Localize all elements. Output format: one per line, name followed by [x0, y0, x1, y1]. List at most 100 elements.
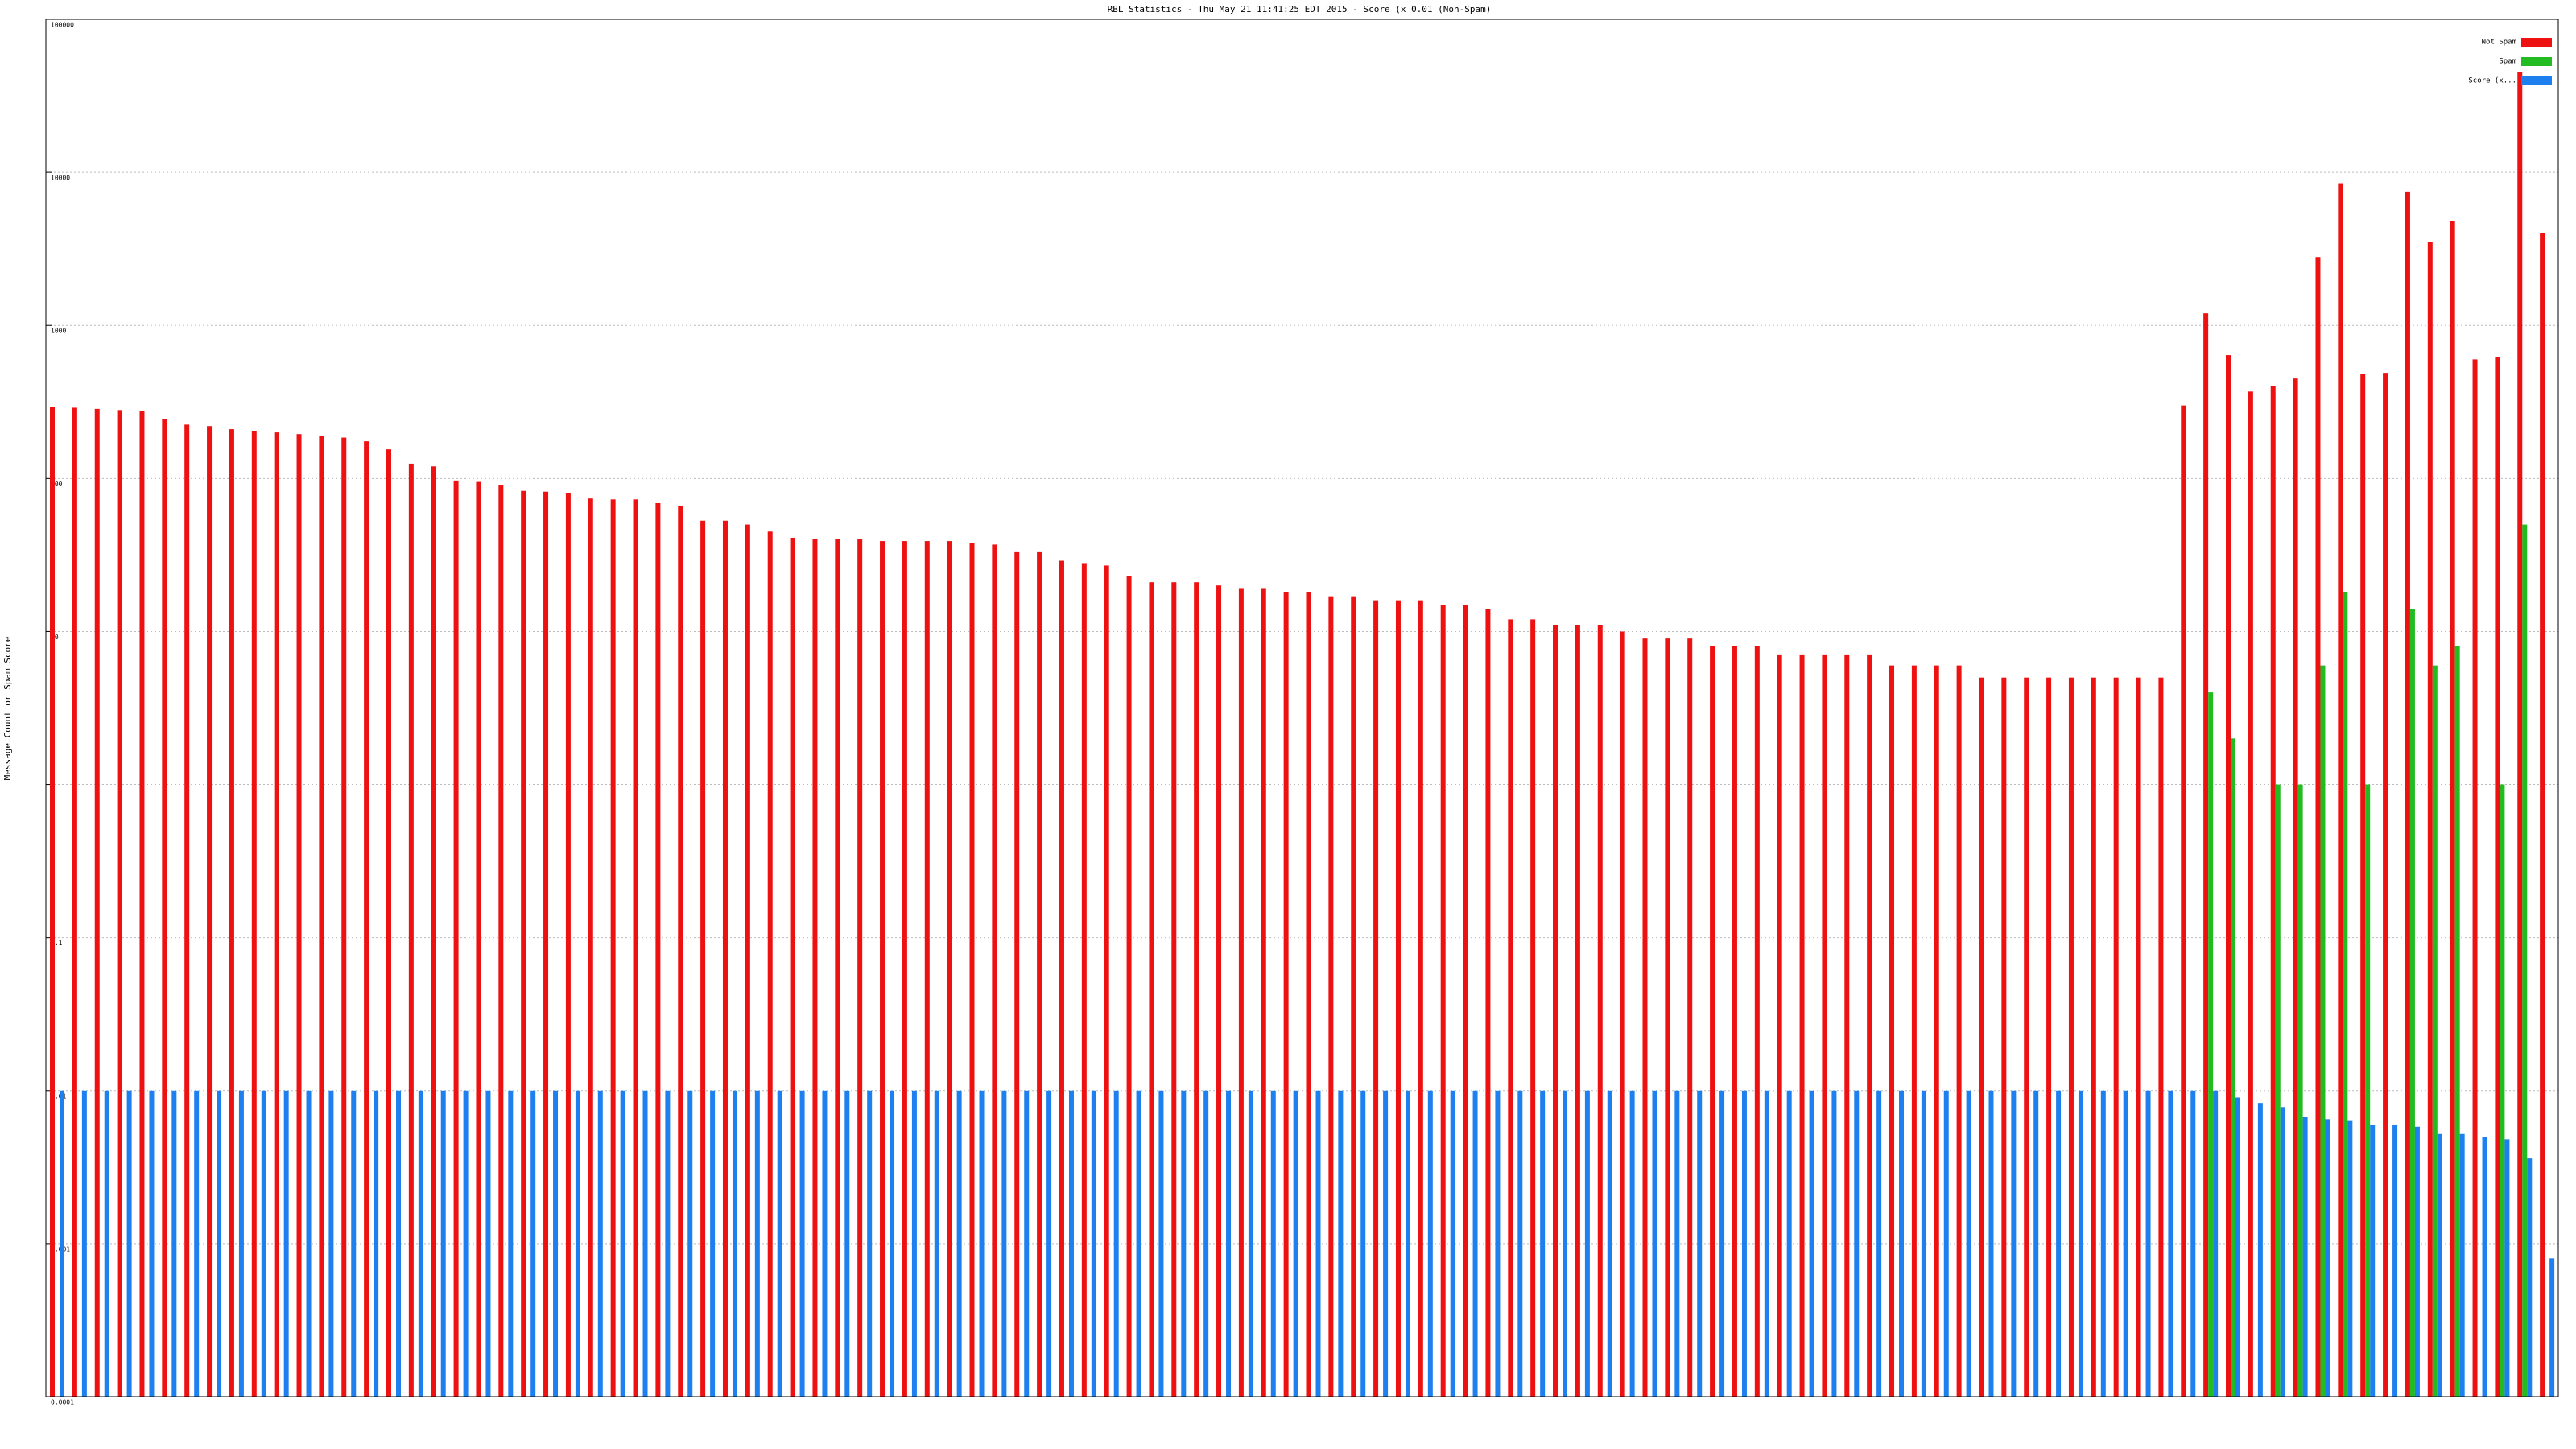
bar — [2482, 1137, 2487, 1397]
bar — [911, 1090, 917, 1397]
bar — [543, 491, 549, 1397]
bar — [1001, 1090, 1007, 1397]
bar — [1741, 1090, 1747, 1397]
bar — [1495, 1090, 1501, 1397]
bar — [364, 441, 369, 1397]
bar — [880, 541, 886, 1397]
bar — [2522, 524, 2528, 1397]
y-tick-label: 100 — [51, 481, 63, 488]
bar — [1876, 1090, 1882, 1397]
bar — [2123, 1090, 2128, 1397]
bar — [2078, 1090, 2083, 1397]
bar — [902, 541, 907, 1397]
bar — [2257, 1103, 2263, 1397]
bar — [1508, 619, 1513, 1397]
bar — [1194, 582, 1199, 1397]
bar — [72, 407, 77, 1397]
bar — [2517, 72, 2523, 1397]
bar — [2270, 386, 2276, 1397]
bar — [710, 1090, 716, 1397]
bar — [979, 1090, 985, 1397]
legend-swatch — [2521, 76, 2552, 85]
legend-swatch — [2521, 57, 2552, 66]
bar — [530, 1090, 536, 1397]
bar — [1911, 665, 1917, 1397]
bar — [2203, 313, 2209, 1397]
bar — [2145, 1090, 2151, 1397]
bar — [94, 408, 100, 1397]
bar — [1113, 1090, 1119, 1397]
bar — [665, 1090, 671, 1397]
bar — [1405, 1090, 1410, 1397]
bar — [351, 1090, 357, 1397]
bar — [1786, 1090, 1792, 1397]
bar — [2011, 1090, 2017, 1397]
bar — [2248, 391, 2253, 1397]
bar — [283, 1090, 289, 1397]
bar — [1440, 604, 1446, 1397]
legend-label: Not Spam — [2482, 39, 2516, 47]
bar — [1091, 1090, 1096, 1397]
y-tick-label: 1000 — [51, 328, 66, 335]
bar — [1540, 1090, 1546, 1397]
bar — [274, 432, 279, 1397]
bar — [1383, 1090, 1389, 1397]
bar — [2001, 677, 2007, 1397]
bar — [2024, 677, 2029, 1397]
bar — [184, 424, 190, 1397]
bar — [139, 411, 145, 1397]
bar — [374, 1090, 379, 1397]
bar — [1238, 588, 1244, 1397]
bar — [2231, 738, 2236, 1397]
bar — [1104, 565, 1109, 1397]
bar — [2472, 359, 2478, 1397]
bar — [2056, 1090, 2062, 1397]
bar — [2226, 355, 2231, 1397]
bar — [2046, 677, 2052, 1397]
bar — [2113, 677, 2119, 1397]
bar — [1171, 582, 1177, 1397]
bar — [2405, 191, 2410, 1397]
bar — [1844, 654, 1850, 1397]
bar — [678, 506, 683, 1397]
bar — [553, 1090, 559, 1397]
bar — [1037, 551, 1042, 1397]
bar — [1024, 1090, 1030, 1397]
bar — [722, 520, 728, 1397]
bar — [2315, 257, 2321, 1397]
bar — [1351, 596, 1356, 1397]
bar — [2383, 373, 2388, 1397]
bar — [498, 485, 504, 1397]
bar — [1575, 625, 1580, 1397]
bar — [1607, 1090, 1612, 1397]
bar — [2360, 374, 2366, 1397]
bar — [1642, 638, 1648, 1397]
bar — [238, 1090, 244, 1397]
bar — [1943, 1090, 1949, 1397]
bar — [745, 524, 750, 1397]
bar — [2325, 1119, 2330, 1397]
bar — [1472, 1090, 1478, 1397]
bar — [597, 1090, 603, 1397]
bar — [687, 1090, 693, 1397]
bar — [924, 541, 930, 1397]
bar — [149, 1090, 155, 1397]
bar — [2459, 1133, 2465, 1397]
bar — [306, 1090, 312, 1397]
bar — [1306, 592, 1311, 1397]
bar — [463, 1090, 469, 1397]
bar — [1418, 600, 1423, 1397]
bar — [857, 539, 863, 1397]
bar — [790, 537, 795, 1397]
bar — [1360, 1090, 1366, 1397]
bar — [1584, 1090, 1590, 1397]
bar — [1687, 638, 1693, 1397]
bar — [171, 1090, 177, 1397]
bar — [162, 419, 167, 1397]
bar — [620, 1090, 625, 1397]
y-tick-label: 10000 — [51, 175, 70, 182]
bar — [261, 1090, 266, 1397]
bar — [1799, 654, 1805, 1397]
